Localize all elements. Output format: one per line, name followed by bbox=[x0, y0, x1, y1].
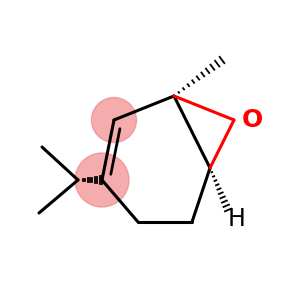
Text: O: O bbox=[242, 108, 262, 132]
Circle shape bbox=[75, 153, 129, 207]
Text: H: H bbox=[228, 207, 246, 231]
Circle shape bbox=[92, 98, 136, 142]
